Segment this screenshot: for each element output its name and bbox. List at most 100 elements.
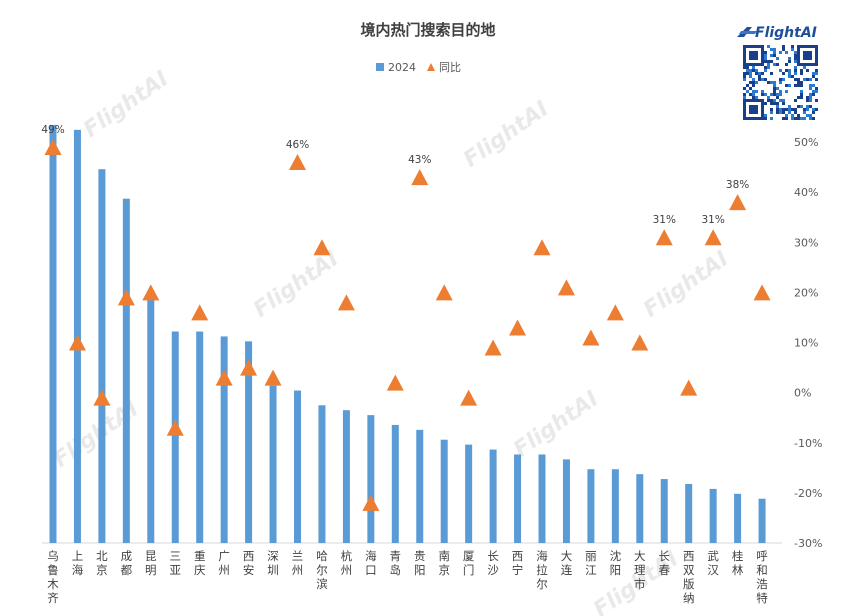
yoy-marker-8 — [240, 359, 258, 376]
y2-tick-label: 30% — [794, 236, 818, 249]
category-label-3: 成都 — [121, 549, 133, 577]
bar-18 — [489, 449, 497, 543]
bar-0 — [49, 124, 57, 543]
watermark-text: FlightAI — [509, 387, 603, 463]
bar-20 — [538, 454, 546, 543]
category-label-0: 乌鲁木齐 — [47, 549, 59, 605]
category-label-16: 南京 — [438, 549, 450, 577]
bar-10 — [294, 390, 301, 543]
yoy-marker-3 — [117, 289, 135, 306]
data-label-25: 31% — [653, 214, 676, 226]
bar-25 — [660, 479, 668, 543]
data-label-15: 43% — [408, 154, 431, 166]
category-label-11: 哈尔滨 — [316, 549, 328, 591]
bar-29 — [758, 498, 766, 543]
yoy-marker-5 — [166, 419, 184, 436]
plane-icon — [737, 27, 757, 37]
bar-14 — [391, 424, 399, 543]
yoy-marker-1 — [68, 334, 86, 351]
yoy-marker-16 — [435, 284, 453, 301]
category-label-2: 北京 — [96, 549, 108, 577]
yoy-marker-0 — [44, 139, 62, 156]
legend: 2024 同比 — [376, 61, 461, 74]
yoy-marker-29 — [753, 284, 771, 301]
category-label-25: 长春 — [659, 549, 671, 577]
bar-17 — [465, 444, 473, 543]
category-label-8: 西安 — [243, 549, 255, 577]
chart-title: 境内热门搜索目的地 — [360, 21, 495, 39]
data-label-28: 38% — [726, 179, 749, 191]
yoy-marker-7 — [215, 369, 233, 386]
category-label-20: 海拉尔 — [536, 549, 548, 591]
yoy-marker-11 — [313, 239, 331, 256]
bar-6 — [196, 331, 204, 543]
watermark-text: FlightAI — [249, 247, 343, 323]
bar-13 — [367, 415, 375, 543]
yoy-marker-4 — [142, 284, 160, 301]
watermark-text: FlightAI — [639, 247, 733, 323]
yoy-marker-20 — [533, 239, 551, 256]
yoy-marker-18 — [484, 339, 502, 356]
category-label-29: 呼和浩特 — [756, 549, 768, 605]
data-labels: 49% 46% 43% 31% 31% 38% — [41, 124, 749, 226]
data-label-27: 31% — [701, 214, 724, 226]
bar-9 — [269, 385, 277, 543]
y2-axis: 50% 40% 30% 20% 10% 0% -10% -20% -30% — [794, 136, 822, 550]
yoy-marker-17 — [460, 389, 478, 406]
bar-28 — [734, 493, 742, 543]
y2-tick-label: 40% — [794, 186, 818, 199]
data-label-0: 49% — [41, 124, 64, 136]
category-label-23: 沈阳 — [610, 549, 622, 577]
yoy-marker-19 — [509, 319, 527, 336]
y2-tick-label: 50% — [794, 136, 818, 149]
bar-3 — [122, 198, 130, 543]
watermark-text: FlightAI — [79, 67, 173, 143]
logo-text: FlightAI — [755, 25, 817, 41]
bar-26 — [685, 483, 693, 543]
bar-22 — [587, 469, 595, 543]
bar-7 — [220, 336, 228, 543]
yoy-marker-13 — [362, 494, 380, 511]
brand-logo: FlightAI — [737, 25, 817, 41]
bar-12 — [342, 410, 350, 543]
category-label-13: 海口 — [365, 549, 377, 577]
bar-27 — [709, 488, 717, 543]
bar-21 — [562, 459, 570, 543]
yoy-marker-22 — [582, 329, 600, 346]
yoy-marker-10 — [289, 154, 306, 171]
yoy-marker-12 — [337, 294, 355, 311]
watermark-text: FlightAI — [459, 97, 553, 173]
category-label-21: 大连 — [561, 549, 573, 577]
yoy-marker-23 — [606, 304, 624, 321]
bar-4 — [147, 292, 155, 543]
yoy-marker-26 — [680, 379, 698, 396]
qr-code-icon — [743, 45, 818, 120]
yoy-marker-25 — [655, 229, 673, 246]
category-label-19: 西宁 — [512, 549, 524, 577]
category-label-18: 长沙 — [487, 549, 499, 577]
category-label-15: 贵阳 — [414, 549, 426, 577]
bar-24 — [636, 474, 644, 543]
category-label-10: 兰州 — [292, 549, 304, 577]
yoy-marker-28 — [729, 194, 747, 211]
category-label-28: 桂林 — [732, 549, 744, 577]
yoy-marker-27 — [704, 229, 722, 246]
bar-15 — [416, 429, 424, 543]
category-label-5: 三亚 — [170, 549, 182, 577]
yoy-marker-15 — [411, 169, 429, 186]
category-label-12: 杭州 — [341, 549, 353, 577]
y2-tick-label: 10% — [794, 337, 818, 350]
yoy-marker-14 — [386, 374, 404, 391]
category-label-17: 厦门 — [463, 549, 475, 577]
y2-tick-label: 0% — [794, 387, 811, 400]
yoy-marker-24 — [631, 334, 649, 351]
bar-8 — [245, 341, 253, 543]
legend-label-2024: 2024 — [388, 61, 416, 74]
category-label-1: 上海 — [72, 549, 84, 577]
markers-yoy — [44, 139, 771, 511]
legend-label-yoy: 同比 — [439, 61, 461, 74]
bar-16 — [440, 439, 448, 543]
bars-2024 — [49, 124, 766, 544]
category-label-7: 广州 — [218, 549, 230, 577]
